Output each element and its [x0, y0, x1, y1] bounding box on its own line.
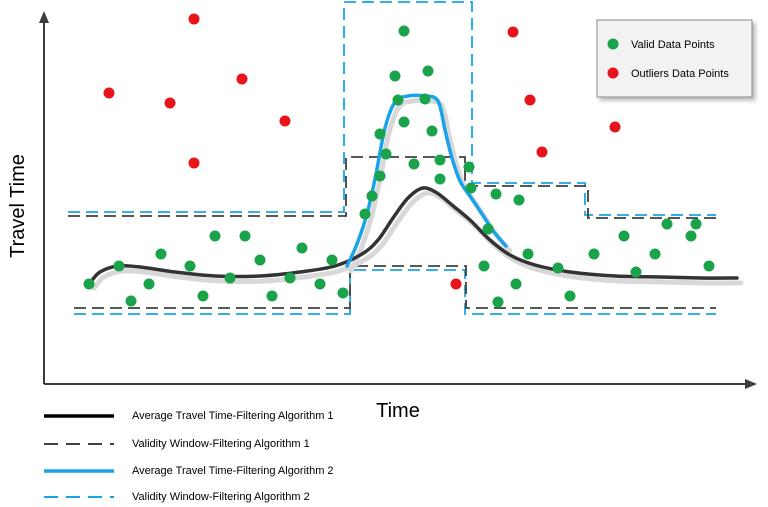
- outlier-data-point: [236, 73, 248, 85]
- valid-data-point: [326, 254, 338, 266]
- validity-windows: [68, 1, 716, 315]
- average-curves: [88, 93, 739, 285]
- valid-data-point: [419, 93, 431, 105]
- valid-data-point: [359, 208, 371, 220]
- valid-data-point: [284, 272, 296, 284]
- outlier-data-point: [609, 121, 621, 133]
- valid-data-point: [408, 158, 420, 170]
- valid-data-point: [690, 218, 702, 230]
- valid-data-point: [422, 65, 434, 77]
- legend-label-avg-alg1: Average Travel Time-Filtering Algorithm …: [132, 410, 334, 422]
- valid-data-point: [465, 182, 477, 194]
- valid-data-point: [630, 266, 642, 278]
- valid-data-point: [478, 260, 490, 272]
- validity-window-alg2-upper: [68, 1, 716, 216]
- valid-data-point: [510, 278, 522, 290]
- legend-label-window-alg1: Validity Window-Filtering Algorithm 1: [132, 438, 310, 450]
- valid-data-point: [374, 128, 386, 140]
- valid-data-point: [83, 278, 95, 290]
- valid-data-point: [398, 25, 410, 37]
- valid-data-point: [143, 278, 155, 290]
- x-axis-label: Time: [376, 400, 420, 422]
- valid-data-point: [513, 194, 525, 206]
- avg-alg1-shadow: [91, 190, 744, 291]
- outlier-data-point: [103, 87, 115, 99]
- valid-data-point: [434, 173, 446, 185]
- outlier-data-point: [536, 146, 548, 158]
- valid-data-point: [374, 170, 386, 182]
- data-points: [83, 13, 715, 308]
- outlier-data-point: [164, 97, 176, 109]
- legend-label-window-alg2: Validity Window-Filtering Algorithm 2: [132, 491, 310, 503]
- valid-data-point: [685, 230, 697, 242]
- valid-data-point: [314, 278, 326, 290]
- valid-data-point: [254, 254, 266, 266]
- legend-label-avg-alg2: Average Travel Time-Filtering Algorithm …: [132, 465, 334, 477]
- valid-data-point: [239, 230, 251, 242]
- avg-travel-time-alg1-curve: [88, 186, 739, 285]
- valid-data-point: [463, 161, 475, 173]
- valid-data-point: [482, 223, 494, 235]
- valid-data-point: [490, 188, 502, 200]
- valid-data-point: [661, 218, 673, 230]
- valid-data-point: [492, 296, 504, 308]
- valid-data-point: [389, 70, 401, 82]
- valid-data-point: [618, 230, 630, 242]
- valid-data-point: [426, 125, 438, 137]
- valid-data-point: [155, 248, 167, 260]
- outlier-point-legend-label: Outliers Data Points: [631, 68, 729, 80]
- outlier-data-point: [524, 94, 536, 106]
- y-axis-label: Travel Time: [7, 154, 29, 258]
- valid-data-point: [703, 260, 715, 272]
- valid-data-point: [552, 262, 564, 274]
- valid-data-point: [224, 272, 236, 284]
- outlier-data-point: [188, 157, 200, 169]
- point-legend-box: [596, 19, 753, 98]
- valid-data-point: [113, 260, 125, 272]
- valid-data-point: [522, 248, 534, 260]
- valid-data-point: [184, 260, 196, 272]
- valid-data-point: [125, 295, 137, 307]
- point-legend: Valid Data Points Outliers Data Points: [596, 19, 753, 98]
- valid-data-point: [296, 242, 308, 254]
- valid-data-point: [366, 190, 378, 202]
- valid-data-point: [588, 248, 600, 260]
- valid-point-legend-label: Valid Data Points: [631, 39, 715, 51]
- valid-data-point: [392, 94, 404, 106]
- line-legend: Average Travel Time-Filtering Algorithm …: [44, 410, 334, 503]
- outlier-data-point: [279, 115, 291, 127]
- outlier-data-point: [450, 278, 462, 290]
- valid-data-point: [398, 116, 410, 128]
- valid-data-point: [197, 290, 209, 302]
- valid-data-point: [649, 248, 661, 260]
- valid-data-point: [266, 290, 278, 302]
- valid-data-point: [380, 148, 392, 160]
- validity-window-alg1-upper: [68, 156, 716, 219]
- outlier-data-point: [507, 26, 519, 38]
- valid-data-point: [337, 287, 349, 299]
- valid-point-legend-marker: [607, 38, 619, 50]
- outlier-data-point: [188, 13, 200, 25]
- avg-travel-time-alg2-curve: [345, 93, 508, 268]
- valid-data-point: [209, 230, 221, 242]
- curve-shadows: [91, 97, 744, 291]
- valid-data-point: [434, 154, 446, 166]
- valid-data-point: [564, 290, 576, 302]
- outlier-point-legend-marker: [607, 67, 619, 79]
